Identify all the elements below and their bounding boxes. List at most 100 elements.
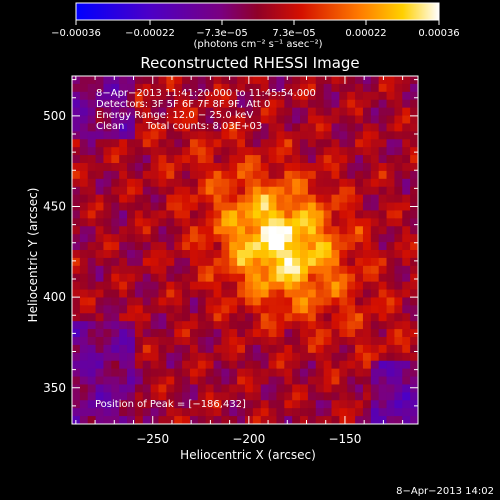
heatmap-cell [166, 344, 175, 354]
heatmap-cell [339, 155, 348, 164]
heatmap-cell [268, 400, 277, 409]
heatmap-cell [276, 305, 285, 314]
heatmap-cell [252, 337, 262, 346]
heatmap-cell [402, 313, 411, 322]
heatmap-cell [197, 313, 207, 322]
heatmap-cell [119, 91, 128, 101]
heatmap-cell [142, 321, 152, 330]
heatmap-cell [103, 400, 112, 409]
heatmap-cell [284, 337, 293, 346]
heatmap-cell [158, 226, 167, 235]
heatmap-cell [339, 76, 348, 85]
heatmap-cell [355, 408, 364, 417]
heatmap-cell [347, 226, 356, 235]
heatmap-cell [111, 321, 120, 330]
heatmap-cell [378, 83, 387, 93]
heatmap-cell [197, 329, 207, 338]
heatmap-cell [323, 360, 332, 370]
heatmap-cell [111, 400, 120, 409]
heatmap-cell [142, 76, 152, 85]
heatmap-cell [252, 408, 262, 417]
heatmap-cell [103, 194, 112, 203]
heatmap-cell [370, 202, 380, 211]
heatmap-cell [95, 368, 104, 377]
heatmap-cell [142, 265, 152, 275]
heatmap-cell [119, 163, 128, 172]
heatmap-cell [221, 408, 230, 417]
heatmap-cell [331, 257, 340, 267]
heatmap-cell [72, 242, 81, 251]
heatmap-cell [268, 210, 277, 219]
heatmap-cell [229, 257, 238, 267]
heatmap-cell [362, 400, 372, 409]
heatmap-cell [292, 170, 301, 180]
heatmap-cell [370, 297, 380, 306]
heatmap-cell [252, 202, 262, 211]
heatmap-cell [347, 147, 356, 156]
heatmap-cell [103, 416, 112, 425]
heatmap-cell [245, 321, 254, 330]
heatmap-cell [87, 99, 96, 109]
heatmap-cell [158, 242, 167, 251]
heatmap-cell [229, 155, 238, 164]
heatmap-cell [103, 99, 112, 109]
heatmap-cell [111, 360, 120, 370]
heatmap-cell [95, 83, 104, 93]
heatmap-cell [237, 242, 246, 251]
heatmap-cell [276, 99, 285, 109]
heatmap-cell [150, 321, 159, 330]
heatmap-cell [339, 321, 348, 330]
heatmap-cell [189, 392, 199, 401]
heatmap-cell [370, 344, 380, 354]
heatmap-cell [276, 178, 285, 188]
heatmap-cell [284, 170, 293, 180]
heatmap-cell [355, 400, 364, 409]
y-axis-label: Heliocentric Y (arcsec) [26, 188, 40, 323]
heatmap-cell [323, 210, 332, 219]
heatmap-cell [197, 360, 207, 370]
heatmap-cell [229, 139, 238, 148]
heatmap-cell [95, 329, 104, 338]
heatmap-cell [315, 352, 325, 362]
heatmap-cell [205, 392, 214, 401]
heatmap-cell [229, 115, 238, 124]
heatmap-cell [205, 76, 214, 85]
heatmap-cell [221, 352, 230, 362]
heatmap-cell [197, 281, 207, 290]
heatmap-cell [260, 194, 269, 203]
heatmap-cell [134, 250, 144, 259]
heatmap-cell [205, 99, 214, 109]
heatmap-cell [158, 257, 167, 267]
heatmap-cell [197, 384, 207, 393]
heatmap-cell [362, 337, 372, 346]
heatmap-cell [331, 408, 340, 417]
heatmap-cell [189, 226, 199, 235]
heatmap-cell [410, 337, 419, 346]
heatmap-cell [339, 352, 348, 362]
heatmap-cell [276, 400, 285, 409]
heatmap-cell [386, 281, 395, 290]
heatmap-cell [355, 234, 364, 243]
heatmap-cell [229, 289, 238, 298]
heatmap-cell [339, 131, 348, 140]
heatmap-cell [103, 178, 112, 188]
heatmap-cell [237, 321, 246, 330]
heatmap-cell [378, 273, 387, 283]
heatmap-cell [174, 360, 183, 370]
heatmap-cell [221, 178, 230, 188]
heatmap-cell [315, 313, 325, 322]
heatmap-cell [315, 99, 325, 109]
heatmap-cell [166, 257, 175, 267]
heatmap-cell [323, 344, 332, 354]
heatmap-cell [378, 313, 387, 322]
heatmap-cell [197, 226, 207, 235]
heatmap-cell [103, 155, 112, 164]
heatmap-cell [276, 368, 285, 377]
heatmap-cell [402, 344, 411, 354]
heatmap-cell [410, 321, 419, 330]
heatmap-cell [189, 257, 199, 267]
heatmap-cell [87, 218, 96, 227]
heatmap-cell [300, 297, 309, 306]
heatmap-cell [142, 194, 152, 203]
heatmap-cell [331, 170, 340, 180]
